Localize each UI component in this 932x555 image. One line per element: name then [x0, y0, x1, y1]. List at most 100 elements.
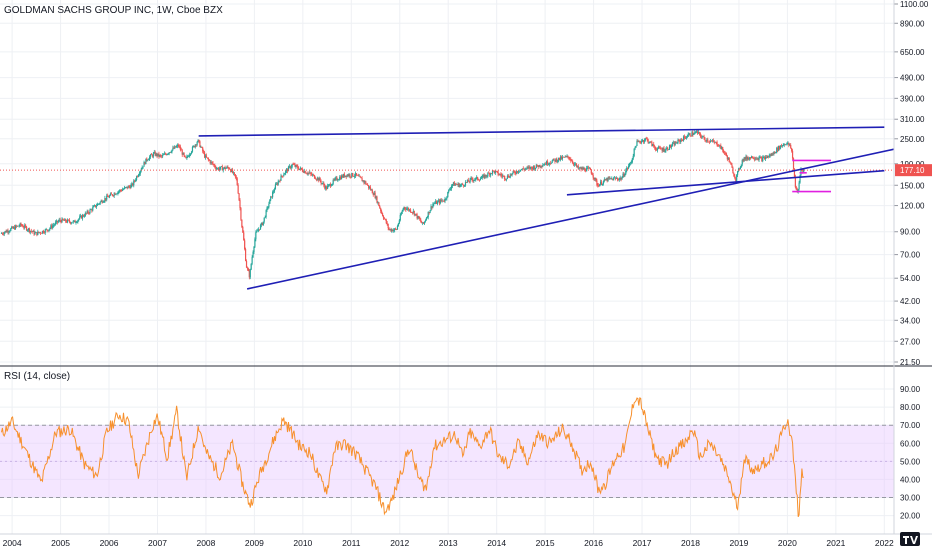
- candle-body: [250, 263, 252, 270]
- candle-body: [338, 179, 340, 181]
- candle-body: [443, 201, 445, 202]
- candle-body: [328, 184, 331, 185]
- candle-body: [478, 179, 481, 181]
- candle-body: [154, 151, 156, 156]
- candle-body: [569, 158, 571, 160]
- candle-body: [288, 166, 290, 167]
- candle-body: [375, 196, 377, 199]
- candle-body: [327, 184, 330, 186]
- candle-body: [381, 211, 383, 214]
- candle-body: [309, 172, 311, 174]
- candle-body: [523, 169, 525, 170]
- candle-body: [621, 177, 623, 180]
- candle-body: [351, 173, 353, 177]
- rsi-tick-label: 70.00: [900, 421, 921, 430]
- candle-body: [720, 145, 722, 149]
- candle-body: [247, 268, 249, 272]
- candle-body: [370, 189, 372, 191]
- candle-body: [188, 156, 190, 157]
- candle-body: [761, 157, 763, 162]
- candle-body: [316, 177, 318, 180]
- candle-body: [572, 161, 574, 164]
- x-tick-label: 2019: [729, 538, 748, 548]
- candle-body: [317, 177, 319, 181]
- candle-body: [26, 230, 29, 231]
- candle-body: [215, 167, 217, 169]
- candle-body: [574, 163, 577, 165]
- candle-body: [71, 222, 73, 224]
- candle-body: [1, 233, 3, 235]
- candle-body: [649, 141, 651, 143]
- candle-body: [676, 143, 678, 144]
- candle-body: [380, 208, 382, 212]
- x-tick-label: 2020: [778, 538, 797, 548]
- candle-body: [371, 189, 373, 194]
- price-tick-label: 21.50: [900, 358, 921, 367]
- x-tick-label: 2015: [536, 538, 555, 548]
- candle-body: [174, 146, 176, 149]
- x-tick-label: 2008: [196, 538, 215, 548]
- candle-body: [426, 217, 428, 219]
- candle-body: [475, 177, 477, 180]
- x-tick-label: 2022: [875, 538, 894, 548]
- candle-body: [135, 176, 138, 180]
- candle-body: [528, 166, 530, 168]
- candle-body: [43, 232, 45, 234]
- candle-body: [55, 220, 58, 223]
- candle-body: [14, 225, 17, 230]
- candle-body: [131, 183, 133, 186]
- candle-body: [579, 167, 581, 169]
- candle-body: [72, 221, 74, 223]
- candle-body: [79, 216, 81, 219]
- candle-body: [559, 156, 562, 160]
- candle-body: [735, 177, 737, 181]
- candle-body: [197, 139, 199, 143]
- candle-body: [92, 207, 94, 211]
- candle-body: [519, 169, 522, 172]
- candle-body: [545, 161, 548, 165]
- candle-body: [307, 172, 309, 174]
- candle-body: [382, 216, 385, 219]
- candle-body: [771, 153, 773, 156]
- candle-body: [698, 132, 700, 134]
- candle-body: [4, 231, 6, 233]
- candle-body: [668, 149, 670, 151]
- candle-body: [89, 209, 91, 214]
- candle-body: [553, 158, 555, 160]
- candle-body: [284, 173, 286, 175]
- candle-body: [570, 159, 572, 161]
- candle-body: [477, 177, 479, 180]
- candle-body: [723, 152, 726, 154]
- candle-body: [749, 157, 751, 160]
- candle-body: [190, 153, 192, 155]
- candle-body: [257, 230, 259, 232]
- candle-body: [2, 233, 4, 235]
- candle-body: [354, 175, 356, 177]
- candle-body: [398, 220, 400, 224]
- x-tick-label: 2011: [342, 538, 361, 548]
- candle-body: [695, 131, 697, 133]
- candle-body: [696, 131, 698, 132]
- candle-body: [568, 156, 570, 159]
- candle-body: [176, 146, 178, 148]
- candle-body: [728, 157, 730, 163]
- candle-body: [628, 163, 631, 166]
- candle-body: [651, 141, 653, 147]
- candle-body: [285, 170, 287, 174]
- candle-body: [19, 223, 21, 227]
- candle-body: [329, 184, 331, 187]
- x-tick-label: 2018: [681, 538, 700, 548]
- candle-body: [683, 136, 686, 138]
- x-tick-label: 2006: [100, 538, 119, 548]
- candle-body: [8, 231, 10, 233]
- candle-body: [663, 148, 665, 152]
- candle-body: [778, 145, 781, 149]
- candle-body: [37, 231, 39, 236]
- candle-body: [705, 140, 707, 142]
- candle-body: [125, 186, 127, 188]
- candle-body: [230, 169, 232, 172]
- candle-body: [764, 157, 767, 159]
- candle-body: [28, 228, 31, 233]
- candle-body: [183, 152, 185, 156]
- candle-body: [558, 157, 560, 161]
